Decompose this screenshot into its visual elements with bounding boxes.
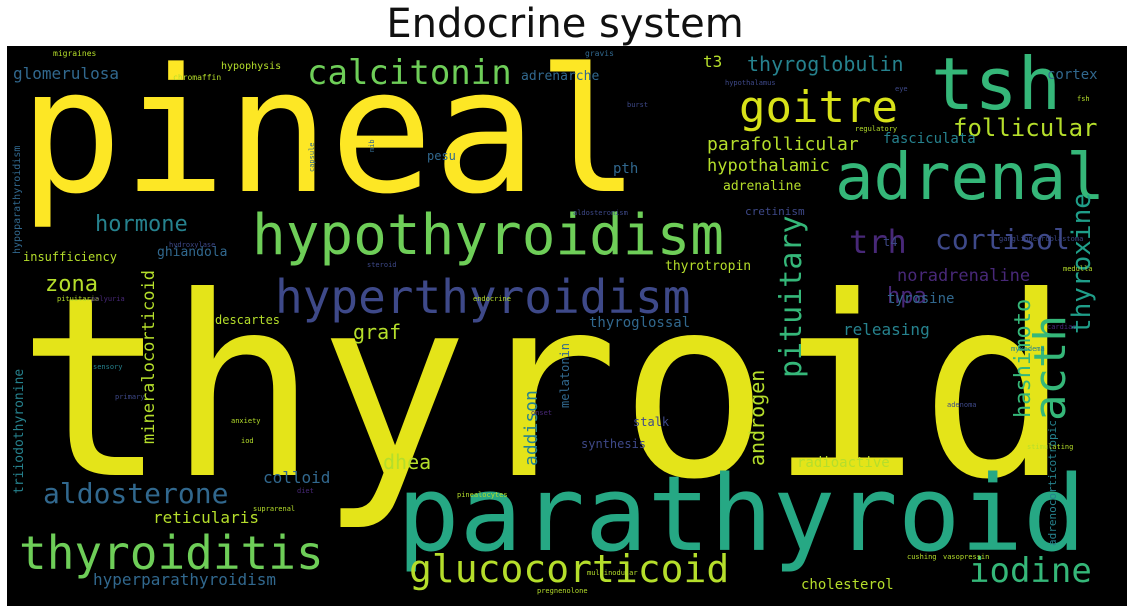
cloud-word-hpa: hpa bbox=[887, 284, 927, 309]
cloud-word-adenoma: adenoma bbox=[947, 401, 977, 409]
cloud-word-insufficiency: insufficiency bbox=[23, 250, 117, 264]
cloud-word-chromaffin: chromaffin bbox=[173, 73, 222, 82]
cloud-word-mineralocorticoid: mineralocorticoid bbox=[139, 270, 159, 444]
cloud-word-t4: t4 bbox=[883, 235, 898, 249]
cloud-word-anxiety: anxiety bbox=[231, 417, 261, 425]
cloud-word-steroid: steroid bbox=[367, 261, 397, 269]
cloud-word-regulatory: regulatory bbox=[855, 125, 898, 133]
cloud-word-hormone: hormone bbox=[95, 212, 188, 237]
cloud-word-suprarenal: suprarenal bbox=[253, 505, 296, 513]
cloud-word-descartes: descartes bbox=[215, 313, 281, 327]
cloud-word-onset: onset bbox=[531, 409, 553, 417]
word-cloud: thyroid pineal parathyroid hypothyroidism ad… bbox=[7, 46, 1127, 606]
cloud-word-vasopressin: vasopressin bbox=[943, 553, 990, 561]
cloud-word-calcitonin: calcitonin bbox=[307, 53, 512, 93]
cloud-word-hypophysis: hypophysis bbox=[221, 61, 282, 72]
cloud-word-hypothalamic: hypothalamic bbox=[707, 156, 830, 176]
cloud-word-cortisol: cortisol bbox=[935, 223, 1070, 256]
cloud-word-zona: zona bbox=[45, 272, 98, 297]
cloud-word-fasciculata: fasciculata bbox=[883, 131, 976, 147]
cloud-word-iodine: iodine bbox=[969, 551, 1092, 591]
cloud-word-myxedema: myxedema bbox=[1011, 345, 1045, 353]
cloud-word-iod: iod bbox=[241, 437, 254, 445]
cloud-word-gravis: gravis bbox=[585, 49, 614, 58]
cloud-word-adrenocorticotropic: adrenocorticotropic bbox=[1046, 420, 1059, 546]
cloud-word-thyroxine: thyroxine bbox=[1067, 193, 1097, 334]
cloud-word-androgen: androgen bbox=[745, 369, 769, 466]
cloud-word-aldosteronism: aldosteronism bbox=[573, 209, 628, 217]
cloud-word-aldosterone: aldosterone bbox=[43, 477, 229, 510]
cloud-word-stalk: stalk bbox=[633, 415, 670, 429]
cloud-word-capsule: capsule bbox=[308, 142, 316, 172]
cloud-word-melatonin: melatonin bbox=[558, 342, 572, 408]
cloud-word-pineal: pineal bbox=[19, 46, 641, 232]
cloud-word-primary: primary bbox=[115, 393, 145, 401]
cloud-word-hyperparathyroidism: hyperparathyroidism bbox=[93, 570, 277, 589]
cloud-word-cortex: cortex bbox=[1047, 67, 1098, 83]
cloud-word-parathyroid: parathyroid bbox=[397, 453, 1086, 575]
cloud-word-cardiac: cardiac bbox=[1047, 323, 1077, 331]
cloud-word-ghiandola: ghiandola bbox=[157, 245, 228, 260]
cloud-word-thyroiditis: thyroiditis bbox=[19, 526, 324, 580]
cloud-word-hypothyroidism: hypothyroidism bbox=[252, 203, 725, 268]
cloud-word-medulla: medulla bbox=[1063, 265, 1093, 273]
cloud-word-trh: trh bbox=[849, 223, 907, 261]
cloud-word-triiodothyronine: triiodothyronine bbox=[12, 368, 27, 494]
cloud-word-hypothalamus: hypothalamus bbox=[725, 79, 776, 87]
cloud-word-releasing: releasing bbox=[843, 320, 930, 339]
cloud-word-cushing: cushing bbox=[907, 553, 937, 561]
cloud-word-dhea: dhea bbox=[383, 450, 432, 474]
cloud-word-colloid: colloid bbox=[263, 468, 331, 487]
cloud-word-tsh: tsh bbox=[931, 46, 1062, 126]
cloud-word-radioactive: radioactive bbox=[797, 455, 890, 471]
cloud-word-thyrotropin: thyrotropin bbox=[665, 259, 752, 274]
cloud-word-adrenal: adrenal bbox=[835, 141, 1105, 215]
cloud-word-multinodular: multinodular bbox=[587, 569, 638, 577]
cloud-word-follicular: follicular bbox=[953, 114, 1098, 142]
cloud-word-tyrosine: tyrosine bbox=[887, 291, 955, 307]
cloud-word-mib: mib bbox=[368, 139, 376, 152]
cloud-word-endocrine: endocrine bbox=[473, 295, 511, 303]
cloud-word-glucocorticoid: glucocorticoid bbox=[409, 547, 730, 591]
cloud-word-cretinism: cretinism bbox=[745, 205, 805, 218]
cloud-word-thyroid: thyroid bbox=[17, 243, 1071, 534]
cloud-word-noradrenaline: noradrenaline bbox=[897, 266, 1031, 286]
cloud-word-thyroglossal: thyroglossal bbox=[589, 315, 691, 331]
cloud-word-pregnenolone: pregnenolone bbox=[537, 587, 588, 595]
cloud-word-cholesterol: cholesterol bbox=[801, 577, 894, 593]
cloud-word-pth: pth bbox=[613, 161, 639, 177]
cloud-word-addison: addison bbox=[521, 390, 542, 466]
cloud-word-pesu: pesu bbox=[427, 149, 456, 163]
cloud-word-pituitary: pituitary bbox=[774, 215, 809, 378]
cloud-word-hydroxylase: hydroxylase bbox=[169, 241, 216, 249]
cloud-word-reticularis: reticularis bbox=[153, 508, 259, 527]
cloud-word-synthesis: synthesis bbox=[581, 437, 647, 451]
cloud-word-graf: graf bbox=[353, 320, 402, 344]
cloud-word-hypoparathyroidism: hypoparathyroidism bbox=[12, 145, 23, 254]
cloud-word-burst: burst bbox=[627, 101, 649, 109]
cloud-word-eye: eye bbox=[895, 85, 908, 93]
cloud-word-hyperthyroidism: hyperthyroidism bbox=[275, 270, 691, 324]
cloud-word-migraines: migraines bbox=[53, 49, 97, 58]
cloud-word-sensory: sensory bbox=[93, 363, 123, 371]
cloud-word-diet: diet bbox=[297, 487, 314, 495]
cloud-word-fsh: fsh bbox=[1077, 95, 1090, 103]
cloud-word-pinealocytes: pinealocytes bbox=[457, 491, 508, 499]
cloud-word-adrenarche: adrenarche bbox=[521, 69, 600, 84]
cloud-word-stimulating: stimulating bbox=[1027, 443, 1074, 451]
cloud-word-thyroglobulin: thyroglobulin bbox=[747, 52, 904, 76]
cloud-word-parafollicular: parafollicular bbox=[707, 134, 859, 155]
cloud-word-goitre: goitre bbox=[739, 82, 898, 133]
cloud-word-t3: t3 bbox=[703, 52, 723, 71]
cloud-word-polyuria: polyuria bbox=[91, 295, 125, 303]
cloud-word-adrenaline: adrenaline bbox=[723, 179, 802, 194]
cloud-word-glomerulosa: glomerulosa bbox=[13, 64, 119, 83]
cloud-word-ganglioneuroblastoma: ganglioneuroblastoma bbox=[999, 235, 1084, 243]
figure-title: Endocrine system bbox=[386, 1, 744, 47]
cloud-word-hashimoto: hashimoto bbox=[1011, 298, 1036, 418]
cloud-word-pituitaria: pituitaria bbox=[57, 295, 100, 303]
